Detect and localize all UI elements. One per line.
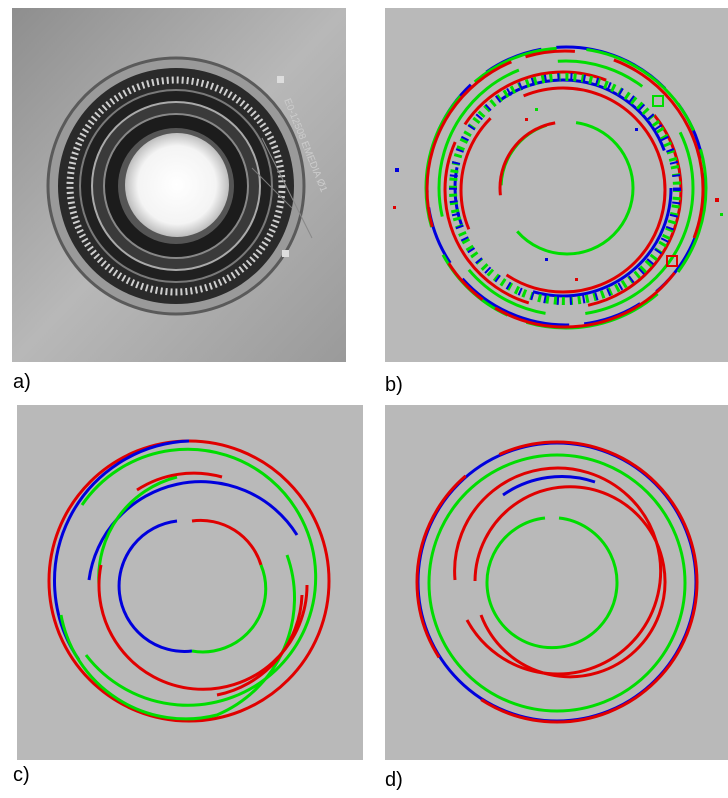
noise-point xyxy=(525,118,528,121)
arc-red-outer xyxy=(415,440,699,724)
noise-square xyxy=(666,255,678,267)
arc-red-3 xyxy=(473,485,667,679)
noise-point xyxy=(393,206,396,209)
noise-point xyxy=(635,128,638,131)
noise-point xyxy=(395,168,399,172)
arc-green-inner xyxy=(485,516,619,650)
arc-blue-2 xyxy=(87,480,299,581)
barcode-fragments xyxy=(449,73,681,305)
arc-green-2 xyxy=(80,447,318,707)
arc-red-inner xyxy=(191,518,263,566)
edge-ring-green-2 xyxy=(437,59,695,317)
plot-background xyxy=(17,405,363,760)
noise-point xyxy=(720,213,723,216)
arc-plot xyxy=(17,405,363,760)
arc-blue-inner xyxy=(117,519,193,653)
merged-arc-plot xyxy=(385,405,728,760)
caption-a: a) xyxy=(13,371,31,393)
disc-marker-bottom xyxy=(282,250,289,257)
edge-ring-red-3 xyxy=(459,86,667,294)
panel-d-arcs xyxy=(385,405,728,760)
arc-green-2b xyxy=(59,554,296,721)
panel-b-edges xyxy=(385,8,728,362)
noise-point xyxy=(535,108,538,111)
noise-point xyxy=(715,198,719,202)
noise-point xyxy=(545,258,548,261)
arc-green-2 xyxy=(427,453,687,713)
arc-blue-small xyxy=(502,475,596,497)
edge-ring-red-outer xyxy=(425,49,705,329)
noise-points xyxy=(393,95,723,281)
panel-c-arcs xyxy=(17,405,363,760)
panel-a-photo: E0-12508 EMEDIA Ø1 xyxy=(12,8,346,362)
edge-ring-green-inner xyxy=(499,120,635,256)
noise-point xyxy=(575,278,578,281)
arc-blue-outer xyxy=(53,439,190,661)
disc-marker-top xyxy=(277,76,284,83)
edge-plot xyxy=(385,8,728,362)
scratch-line xyxy=(251,167,293,209)
scratch-line xyxy=(261,137,313,239)
disc-photo: E0-12508 EMEDIA Ø1 xyxy=(12,8,346,362)
arc-green-inner xyxy=(191,564,268,654)
caption-b: b) xyxy=(385,374,403,396)
noise-square xyxy=(652,95,664,107)
disc-center-hub xyxy=(125,133,229,237)
arc-red-4 xyxy=(216,594,304,697)
edge-ring-red-2 xyxy=(443,70,683,310)
barcode-ring xyxy=(66,76,286,296)
plot-background xyxy=(385,405,728,760)
caption-c: c) xyxy=(13,764,30,786)
caption-d: d) xyxy=(385,769,403,791)
edge-ring-red-inner xyxy=(498,120,634,256)
arc-red-small xyxy=(136,471,223,492)
